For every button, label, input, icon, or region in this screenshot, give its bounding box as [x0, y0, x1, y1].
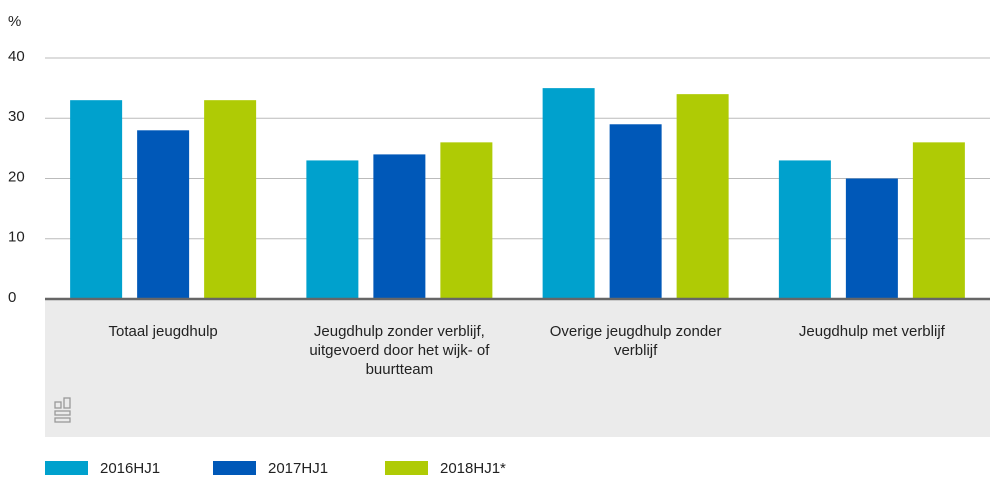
- logo: [54, 397, 71, 423]
- y-tick-label: 0: [8, 289, 16, 306]
- y-tick-label: 30: [8, 108, 25, 125]
- legend-swatch: [45, 461, 88, 475]
- category-band: [45, 299, 990, 437]
- bar: [609, 124, 662, 300]
- x-tick-label: Jeugdhulp zonder verblijf, uitgevoerd do…: [309, 323, 490, 378]
- x-tick-label: Overige jeugdhulp zonder verblijf: [549, 323, 722, 359]
- bar: [778, 160, 831, 299]
- bar: [676, 94, 729, 300]
- bar: [845, 178, 898, 299]
- bar: [204, 100, 257, 299]
- y-tick-label: 20: [8, 168, 25, 185]
- x-tick-label: Jeugdhulp met verblijf: [798, 323, 945, 340]
- bar: [306, 160, 359, 299]
- legend-swatch: [385, 461, 428, 475]
- x-tick-label: Totaal jeugdhulp: [108, 323, 218, 340]
- y-axis-label: %: [8, 13, 21, 30]
- y-tick-label: 40: [8, 48, 25, 65]
- legend-swatch: [213, 461, 256, 475]
- legend-label: 2017HJ1: [268, 460, 328, 477]
- bar: [70, 100, 123, 299]
- bar: [373, 154, 426, 299]
- legend-label: 2018HJ1*: [440, 460, 506, 477]
- y-tick-label: 10: [8, 229, 25, 246]
- bar: [137, 130, 190, 299]
- bar: [542, 88, 595, 299]
- legend-label: 2016HJ1: [100, 460, 160, 477]
- bar: [912, 142, 965, 299]
- bar: [440, 142, 493, 299]
